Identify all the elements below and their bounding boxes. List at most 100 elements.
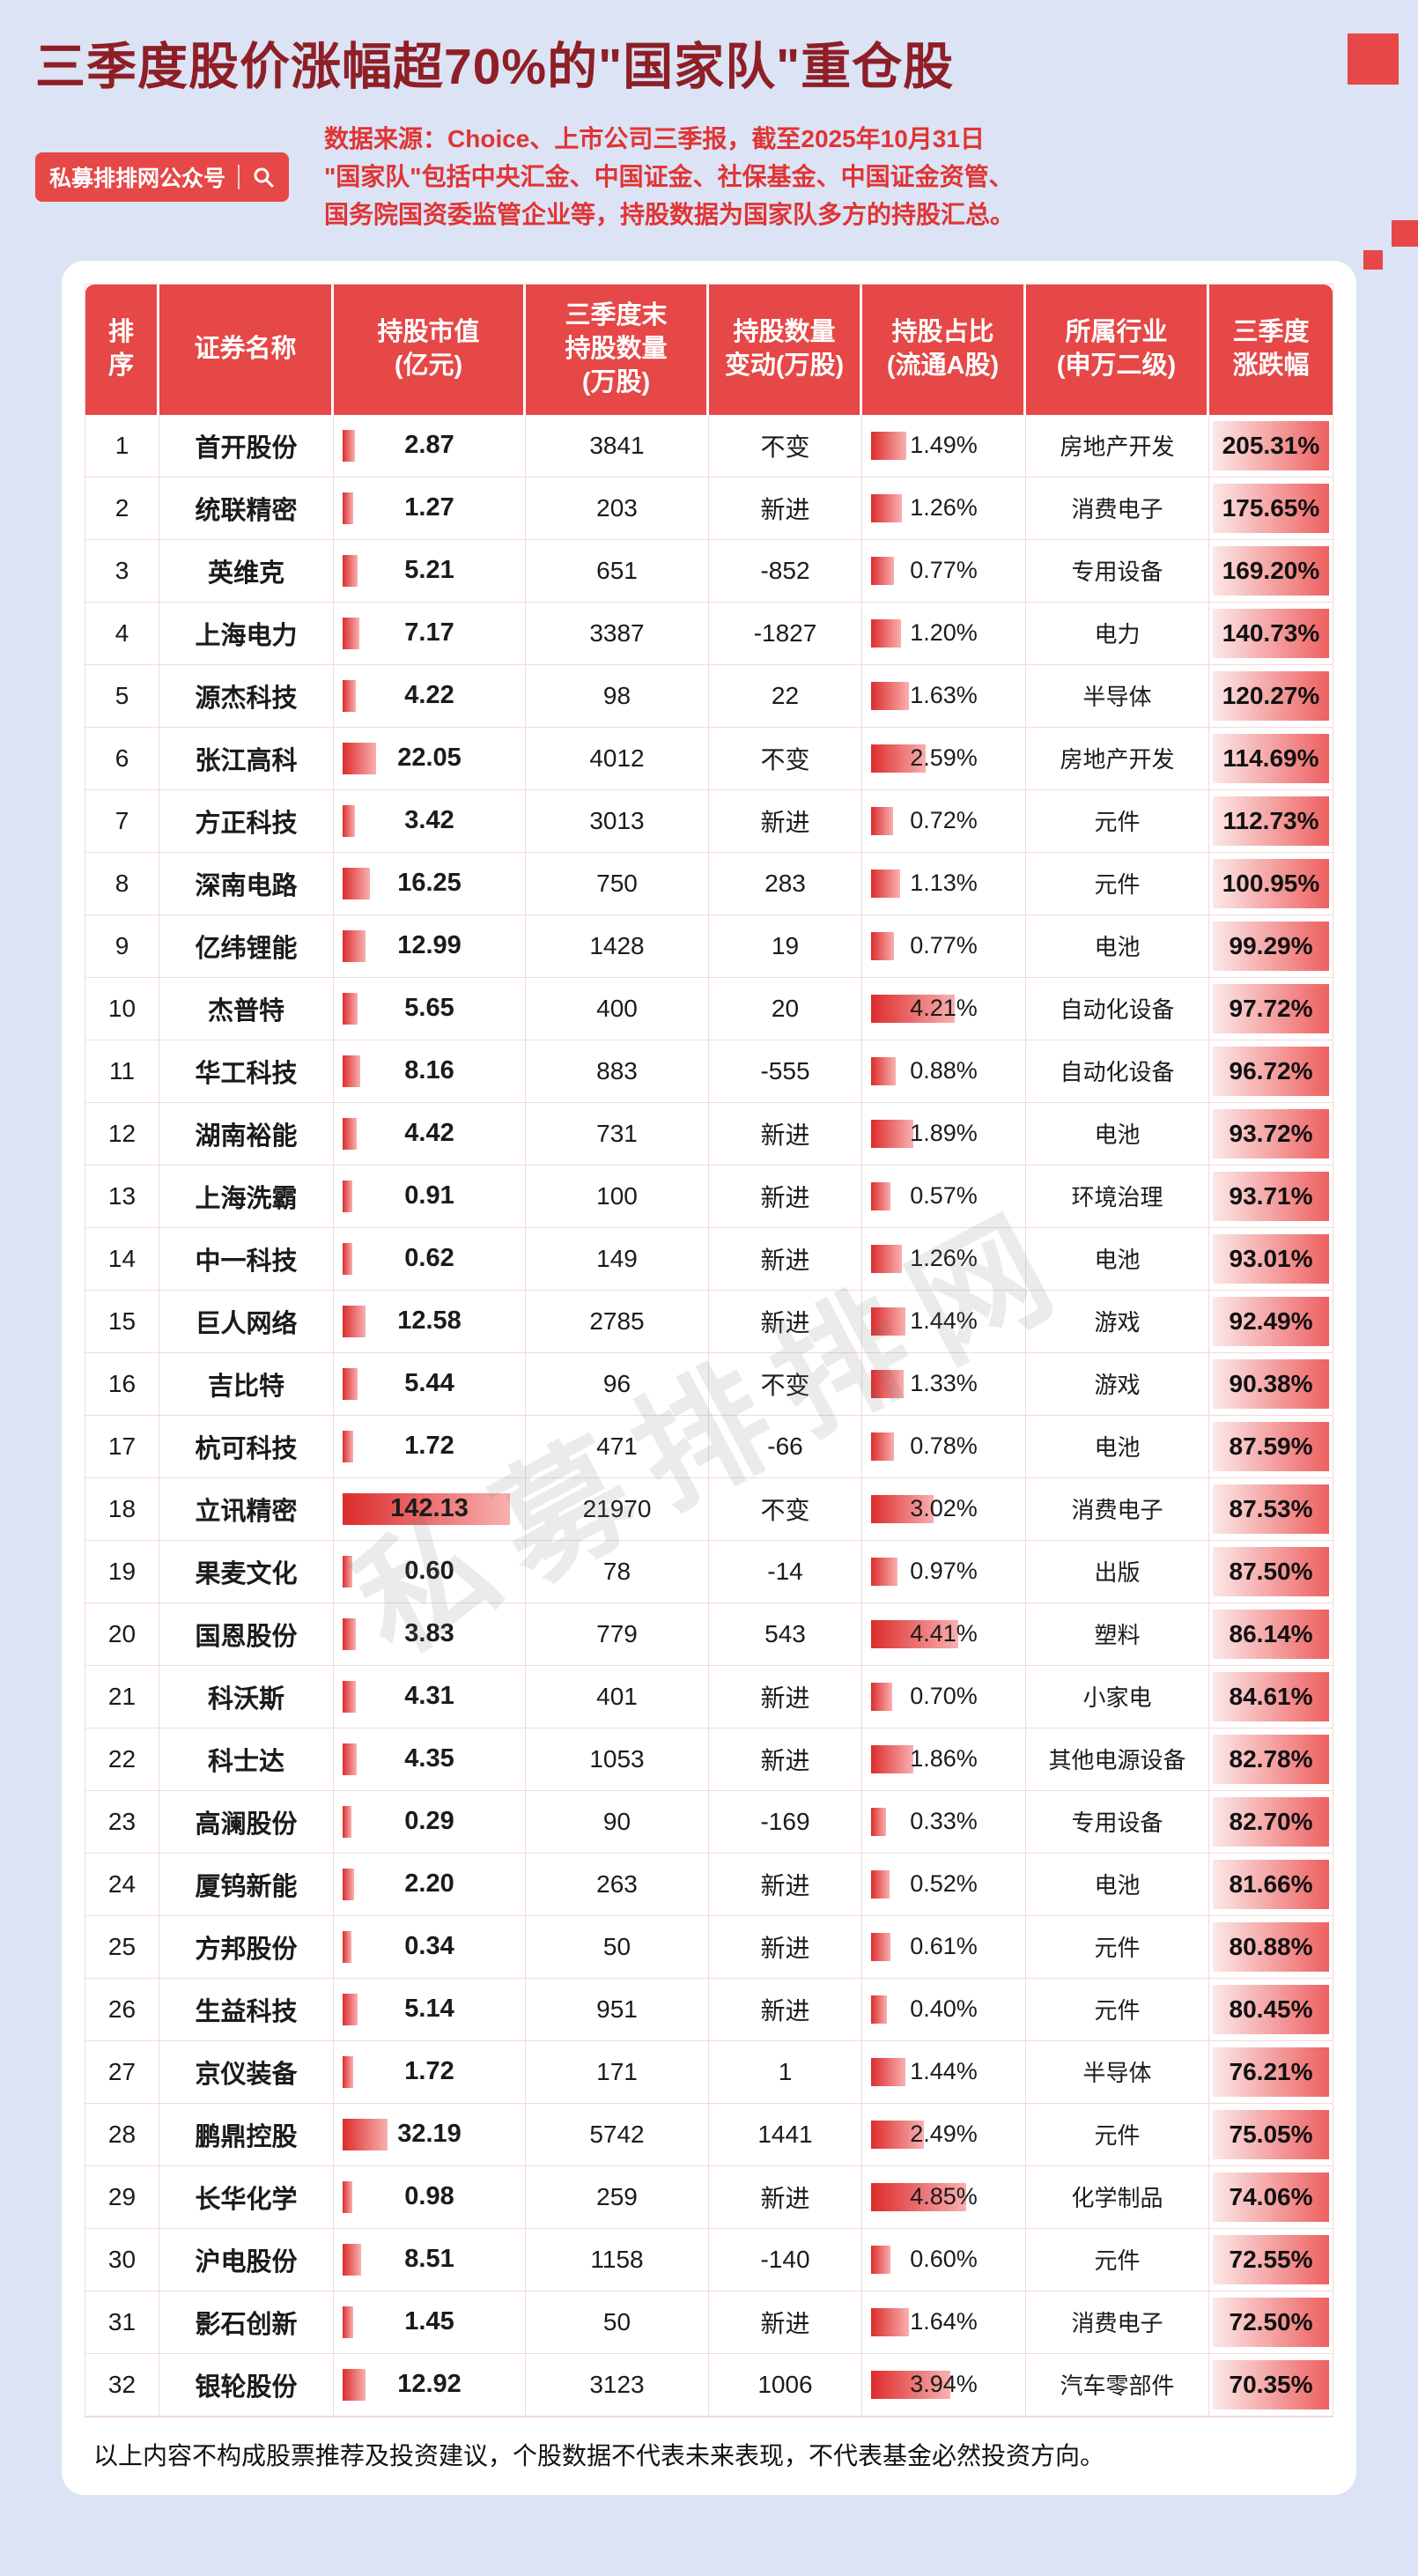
- gain-cell: 72.55%: [1209, 2229, 1333, 2291]
- shares-cell: 401: [526, 1665, 709, 1728]
- gain-cell: 93.01%: [1209, 1228, 1333, 1291]
- rank-cell: 14: [85, 1227, 159, 1291]
- ratio-cell: 0.52%: [862, 1853, 1026, 1916]
- ratio-cell: 0.57%: [862, 1165, 1026, 1228]
- market-value-bar: [343, 2118, 388, 2150]
- change-cell: 新进: [709, 1728, 862, 1791]
- shares-cell: 3013: [526, 789, 709, 853]
- table-row: 27 京仪装备 1.72 171 1 1.44% 半导体 76.21%: [85, 2040, 1333, 2104]
- ratio-bar: [871, 618, 901, 648]
- gain-highlight: 100.95%: [1213, 858, 1329, 908]
- rank-cell: 18: [85, 1477, 159, 1541]
- industry-cell: 汽车零部件: [1026, 2353, 1209, 2417]
- market-value-cell: 142.13: [334, 1477, 526, 1541]
- gain-cell: 84.61%: [1209, 1666, 1333, 1728]
- rank-cell: 2: [85, 477, 159, 540]
- table-row: 28 鹏鼎控股 32.19 5742 1441 2.49% 元件 75.05%: [85, 2103, 1333, 2166]
- table-row: 6 张江高科 22.05 4012 不变 2.59% 房地产开发 114.69%: [85, 727, 1333, 790]
- market-value-bar: [343, 1680, 356, 1713]
- industry-cell: 消费电子: [1026, 2291, 1209, 2354]
- industry-cell: 元件: [1026, 2103, 1209, 2166]
- industry-cell: 专用设备: [1026, 1790, 1209, 1854]
- change-cell: 新进: [709, 1853, 862, 1916]
- market-value-bar: [343, 1555, 352, 1588]
- badge-label: 私募排排网公众号: [49, 166, 226, 191]
- market-value-bar: [343, 1492, 510, 1525]
- market-value-cell: 8.16: [334, 1040, 526, 1103]
- stock-name-cell: 巨人网络: [159, 1290, 334, 1353]
- market-value-bar: [343, 2180, 352, 2213]
- shares-cell: 2785: [526, 1290, 709, 1353]
- gain-cell: 72.50%: [1209, 2291, 1333, 2354]
- gain-highlight: 82.70%: [1213, 1796, 1329, 1847]
- rank-cell: 13: [85, 1165, 159, 1228]
- stock-name-cell: 鹏鼎控股: [159, 2103, 334, 2166]
- market-value-cell: 4.31: [334, 1665, 526, 1728]
- gain-highlight: 93.72%: [1213, 1108, 1329, 1158]
- shares-cell: 21970: [526, 1477, 709, 1541]
- header-rank: 排 序: [85, 284, 159, 415]
- rank-cell: 17: [85, 1415, 159, 1478]
- market-value-bar: [343, 429, 355, 462]
- market-value-bar: [343, 2306, 353, 2338]
- shares-cell: 50: [526, 1915, 709, 1979]
- ratio-bar: [871, 2307, 909, 2336]
- rank-cell: 11: [85, 1040, 159, 1103]
- stock-name-cell: 华工科技: [159, 1040, 334, 1103]
- gain-highlight: 175.65%: [1213, 483, 1329, 533]
- market-value-bar: [343, 1305, 366, 1337]
- ratio-bar: [871, 806, 893, 835]
- market-value-bar: [343, 804, 355, 837]
- industry-cell: 电池: [1026, 914, 1209, 978]
- market-value-bar: [343, 992, 358, 1025]
- table-row: 14 中一科技 0.62 149 新进 1.26% 电池 93.01%: [85, 1227, 1333, 1291]
- market-value-cell: 12.58: [334, 1290, 526, 1353]
- ratio-cell: 4.41%: [862, 1603, 1026, 1666]
- header-shares: 三季度末 持股数量 (万股): [526, 284, 709, 415]
- market-value-cell: 4.35: [334, 1728, 526, 1791]
- industry-cell: 元件: [1026, 852, 1209, 915]
- industry-cell: 专用设备: [1026, 539, 1209, 603]
- industry-cell: 电池: [1026, 1227, 1209, 1291]
- market-value-cell: 2.20: [334, 1853, 526, 1916]
- gain-cell: 114.69%: [1209, 728, 1333, 790]
- gain-highlight: 86.14%: [1213, 1609, 1329, 1659]
- stock-name-cell: 吉比特: [159, 1352, 334, 1416]
- gain-highlight: 87.53%: [1213, 1484, 1329, 1534]
- industry-cell: 自动化设备: [1026, 977, 1209, 1040]
- ratio-bar: [871, 1056, 896, 1085]
- gain-cell: 76.21%: [1209, 2041, 1333, 2104]
- table-row: 2 统联精密 1.27 203 新进 1.26% 消费电子 175.65%: [85, 477, 1333, 540]
- ratio-cell: 4.85%: [862, 2165, 1026, 2229]
- search-icon[interactable]: [252, 166, 275, 189]
- stock-name-cell: 京仪装备: [159, 2040, 334, 2104]
- gain-highlight: 96.72%: [1213, 1046, 1329, 1096]
- stock-name-cell: 方邦股份: [159, 1915, 334, 1979]
- rank-cell: 12: [85, 1102, 159, 1166]
- industry-cell: 其他电源设备: [1026, 1728, 1209, 1791]
- source-line-3: 国务院国资委监管企业等，持股数据为国家队多方的持股汇总。: [324, 201, 1015, 229]
- change-cell: 新进: [709, 2165, 862, 2229]
- gain-cell: 70.35%: [1209, 2354, 1333, 2417]
- rank-cell: 30: [85, 2228, 159, 2291]
- rank-cell: 5: [85, 664, 159, 728]
- gain-highlight: 97.72%: [1213, 983, 1329, 1033]
- market-value-cell: 2.87: [334, 414, 526, 477]
- change-cell: -1827: [709, 602, 862, 665]
- industry-cell: 塑料: [1026, 1603, 1209, 1666]
- market-value-bar: [343, 617, 359, 649]
- shares-cell: 400: [526, 977, 709, 1040]
- change-cell: 19: [709, 914, 862, 978]
- ratio-bar: [871, 681, 909, 710]
- change-cell: 新进: [709, 789, 862, 853]
- gain-highlight: 93.71%: [1213, 1171, 1329, 1221]
- disclaimer-text: 以上内容不构成股票推荐及投资建议，个股数据不代表未来表现，不代表基金必然投资方向…: [93, 2441, 1105, 2469]
- ratio-bar: [871, 1807, 886, 1836]
- market-value-bar: [343, 1430, 353, 1462]
- wechat-account-badge[interactable]: 私募排排网公众号: [35, 152, 290, 202]
- market-value-cell: 0.60: [334, 1540, 526, 1603]
- market-value-bar: [343, 1993, 358, 2025]
- rank-cell: 24: [85, 1853, 159, 1916]
- table-row: 19 果麦文化 0.60 78 -14 0.97% 出版 87.50%: [85, 1540, 1333, 1603]
- header-name: 证券名称: [159, 284, 334, 415]
